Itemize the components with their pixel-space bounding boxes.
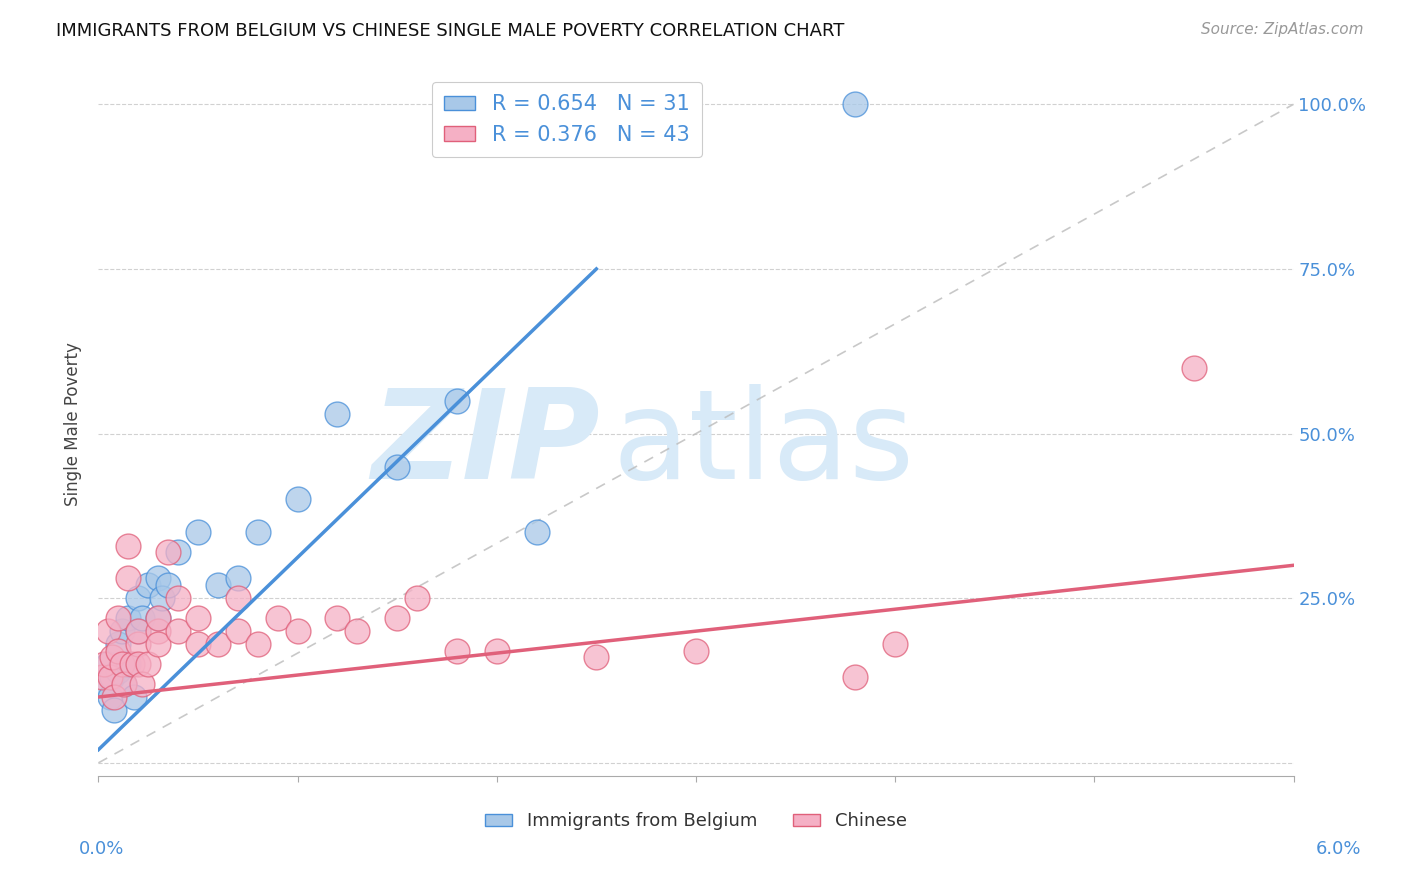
Point xyxy=(127,637,149,651)
Point xyxy=(385,459,409,474)
Point xyxy=(1182,360,1205,375)
Point xyxy=(148,572,170,586)
Point xyxy=(107,644,129,658)
Text: atlas: atlas xyxy=(613,384,914,506)
Text: IMMIGRANTS FROM BELGIUM VS CHINESE SINGLE MALE POVERTY CORRELATION CHART: IMMIGRANTS FROM BELGIUM VS CHINESE SINGL… xyxy=(56,22,845,40)
Point xyxy=(148,637,170,651)
Point xyxy=(101,670,124,684)
Point xyxy=(287,492,309,507)
Point xyxy=(167,624,190,639)
Legend: Immigrants from Belgium, Chinese: Immigrants from Belgium, Chinese xyxy=(478,805,914,838)
Point xyxy=(127,657,149,671)
Point xyxy=(485,644,508,658)
Point xyxy=(148,611,170,625)
Point xyxy=(167,591,190,606)
Point xyxy=(406,591,429,606)
Point xyxy=(187,525,209,540)
Point xyxy=(187,611,209,625)
Point xyxy=(127,591,149,606)
Point xyxy=(287,624,309,639)
Point xyxy=(136,578,159,592)
Point xyxy=(107,664,129,678)
Point xyxy=(844,670,866,684)
Point xyxy=(121,657,143,671)
Text: 6.0%: 6.0% xyxy=(1316,840,1361,858)
Point xyxy=(101,650,124,665)
Point xyxy=(844,97,866,112)
Point xyxy=(131,677,153,691)
Point xyxy=(246,637,269,651)
Point xyxy=(446,393,468,408)
Point xyxy=(127,624,149,639)
Text: 0.0%: 0.0% xyxy=(79,840,124,858)
Point xyxy=(91,670,114,684)
Point xyxy=(103,703,125,717)
Point xyxy=(346,624,368,639)
Point xyxy=(136,657,159,671)
Point xyxy=(267,611,290,625)
Point xyxy=(127,624,149,639)
Point xyxy=(326,407,349,421)
Point xyxy=(326,611,349,625)
Point xyxy=(131,611,153,625)
Point xyxy=(226,624,249,639)
Point xyxy=(246,525,269,540)
Point xyxy=(117,572,139,586)
Point xyxy=(93,657,115,671)
Point xyxy=(187,637,209,651)
Point xyxy=(385,611,409,625)
Point xyxy=(167,545,190,559)
Y-axis label: Single Male Poverty: Single Male Poverty xyxy=(65,342,83,506)
Text: ZIP: ZIP xyxy=(371,384,600,506)
Point xyxy=(157,578,180,592)
Point xyxy=(884,637,907,651)
Point xyxy=(111,657,134,671)
Point xyxy=(124,690,146,704)
Point xyxy=(207,578,229,592)
Point xyxy=(97,624,120,639)
Point xyxy=(526,525,548,540)
Point xyxy=(98,690,122,704)
Point xyxy=(117,657,139,671)
Point xyxy=(97,657,120,671)
Point xyxy=(111,624,134,639)
Point xyxy=(226,572,249,586)
Point xyxy=(103,690,125,704)
Point xyxy=(150,591,173,606)
Point xyxy=(446,644,468,658)
Point xyxy=(98,670,122,684)
Point xyxy=(207,637,229,651)
Point xyxy=(117,611,139,625)
Point xyxy=(148,624,170,639)
Point xyxy=(585,650,607,665)
Point xyxy=(157,545,180,559)
Point xyxy=(112,677,135,691)
Point xyxy=(93,677,115,691)
Text: Source: ZipAtlas.com: Source: ZipAtlas.com xyxy=(1201,22,1364,37)
Point xyxy=(226,591,249,606)
Point xyxy=(107,637,129,651)
Point xyxy=(112,677,135,691)
Point xyxy=(148,611,170,625)
Point xyxy=(117,539,139,553)
Point xyxy=(685,644,707,658)
Point xyxy=(107,611,129,625)
